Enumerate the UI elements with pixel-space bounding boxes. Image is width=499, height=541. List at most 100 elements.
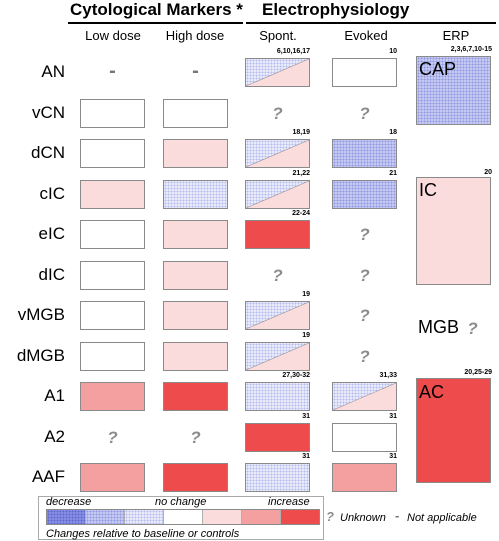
row-a2-spont-ref: 31 xyxy=(302,413,310,420)
erp-ac-ref: 20,25-29 xyxy=(464,369,492,376)
legend-frame xyxy=(38,496,324,540)
row-a1-evoked-split-divider xyxy=(333,383,396,410)
legend-increase: increase xyxy=(268,496,310,508)
row-vcn-high-dose-cell xyxy=(163,99,228,128)
row-a2-low-dose-unknown: ? xyxy=(107,428,118,447)
row-dmgb-low-dose-cell xyxy=(80,342,145,371)
row-vmgb-evoked-unknown: ? xyxy=(359,306,370,325)
row-label-a2: A2 xyxy=(44,427,65,446)
row-an-spont-split-cell xyxy=(245,58,310,87)
legend-swatch-2 xyxy=(242,510,281,524)
erp-cap-box xyxy=(416,56,491,125)
row-vmgb-spont-split-cell xyxy=(245,301,310,330)
row-aaf-evoked-cell xyxy=(332,463,397,492)
evoked-header: Evoked xyxy=(344,28,388,43)
electrophysiology-header-rule xyxy=(246,22,496,24)
legend-unknown-label: Unknown xyxy=(340,512,386,524)
row-dcn-spont-split-divider xyxy=(246,140,309,167)
row-dic-low-dose-cell xyxy=(80,261,145,290)
row-an-spont-split-divider xyxy=(246,59,309,86)
row-dmgb-spont-split-divider xyxy=(246,343,309,370)
legend-decrease: decrease xyxy=(46,496,92,508)
erp-header: ERP xyxy=(442,28,470,43)
row-eic-evoked-unknown: ? xyxy=(359,225,370,244)
row-an-evoked-cell xyxy=(332,58,397,87)
legend-caption: Changes relative to baseline or controls xyxy=(46,528,240,540)
legend-na-label: Not applicable xyxy=(407,512,477,524)
row-dmgb-high-dose-cell xyxy=(163,342,228,371)
row-vmgb-low-dose-cell xyxy=(80,301,145,330)
row-a2-spont-cell xyxy=(245,423,310,452)
row-label-cic: cIC xyxy=(39,184,66,203)
erp-mgb-unknown: ? xyxy=(467,319,478,338)
row-label-dic: dIC xyxy=(38,265,65,284)
row-cic-evoked-cell xyxy=(332,180,397,209)
erp-cap-ref: 2,3,6,7,10-15 xyxy=(450,46,492,53)
legend-na-symbol: - xyxy=(395,508,400,523)
legend-swatch-m1 xyxy=(125,510,164,524)
row-a1-spont-cell xyxy=(245,382,310,411)
row-dcn-low-dose-cell xyxy=(80,139,145,168)
row-a2-evoked-cell xyxy=(332,423,397,452)
low-dose-header: Low dose xyxy=(85,28,141,43)
row-eic-high-dose-cell xyxy=(163,220,228,249)
row-label-dcn: dCN xyxy=(30,143,65,162)
legend-swatch-1 xyxy=(203,510,242,524)
row-aaf-spont-ref: 31 xyxy=(302,453,310,460)
row-cic-spont-ref: 21,22 xyxy=(292,170,310,177)
row-vmgb-spont-split-divider xyxy=(246,302,309,329)
row-vmgb-spont-ref: 19 xyxy=(302,291,310,298)
row-dcn-evoked-cell xyxy=(332,139,397,168)
row-a1-spont-ref: 27,30-32 xyxy=(282,372,310,379)
row-dcn-evoked-ref: 18 xyxy=(389,129,397,136)
row-dcn-spont-ref: 18,19 xyxy=(292,129,310,136)
legend-swatch-3 xyxy=(281,510,319,524)
row-aaf-high-dose-cell xyxy=(163,463,228,492)
row-label-vmgb: vMGB xyxy=(17,305,65,324)
row-an-low-dose-na: - xyxy=(109,60,116,82)
row-dmgb-spont-ref: 19 xyxy=(302,332,310,339)
row-vcn-low-dose-cell xyxy=(80,99,145,128)
row-eic-spont-cell xyxy=(245,220,310,249)
row-eic-spont-ref: 22-24 xyxy=(292,210,310,217)
row-label-aaf: AAF xyxy=(31,467,65,486)
row-a2-high-dose-unknown: ? xyxy=(190,428,201,447)
row-aaf-low-dose-cell xyxy=(80,463,145,492)
spont-header: Spont. xyxy=(259,28,297,43)
row-vcn-evoked-unknown: ? xyxy=(359,104,370,123)
erp-mgb-label: MGB xyxy=(418,317,460,337)
row-cic-spont-split-cell xyxy=(245,180,310,209)
row-cic-evoked-ref: 21 xyxy=(389,170,397,177)
row-an-high-dose-na: - xyxy=(192,60,199,82)
row-an-evoked-ref: 10 xyxy=(389,48,397,55)
row-dcn-high-dose-cell xyxy=(163,139,228,168)
erp-ac-box xyxy=(416,378,491,483)
row-a2-evoked-ref: 31 xyxy=(389,413,397,420)
row-dic-spont-unknown: ? xyxy=(272,266,283,285)
electrophysiology-header: Electrophysiology xyxy=(262,0,410,19)
cytological-header-rule xyxy=(68,22,243,24)
row-vmgb-high-dose-cell xyxy=(163,301,228,330)
row-dic-high-dose-cell xyxy=(163,261,228,290)
row-vcn-spont-unknown: ? xyxy=(272,104,283,123)
cytological-markers-header: Cytological Markers * xyxy=(70,0,243,19)
row-dmgb-spont-split-cell xyxy=(245,342,310,371)
legend-no-change: no change xyxy=(155,496,207,508)
legend-swatch-m3 xyxy=(47,510,86,524)
row-an-spont-ref: 6,10,16,17 xyxy=(276,48,310,55)
erp-ic-ref: 20 xyxy=(484,169,492,176)
legend-unknown-symbol: ? xyxy=(326,509,334,524)
row-aaf-spont-cell xyxy=(245,463,310,492)
row-a1-low-dose-cell xyxy=(80,382,145,411)
erp-cap-label: CAP xyxy=(419,59,457,79)
high-dose-header: High dose xyxy=(165,28,225,43)
erp-ac-label: AC xyxy=(419,382,445,402)
row-label-dmgb: dMGB xyxy=(16,346,65,365)
row-a1-high-dose-cell xyxy=(163,382,228,411)
row-label-vcn: vCN xyxy=(31,103,65,122)
row-cic-high-dose-cell xyxy=(163,180,228,209)
row-dmgb-evoked-unknown: ? xyxy=(359,347,370,366)
legend-color-strip xyxy=(46,509,320,525)
row-dic-evoked-unknown: ? xyxy=(359,266,370,285)
row-aaf-evoked-ref: 31 xyxy=(389,453,397,460)
